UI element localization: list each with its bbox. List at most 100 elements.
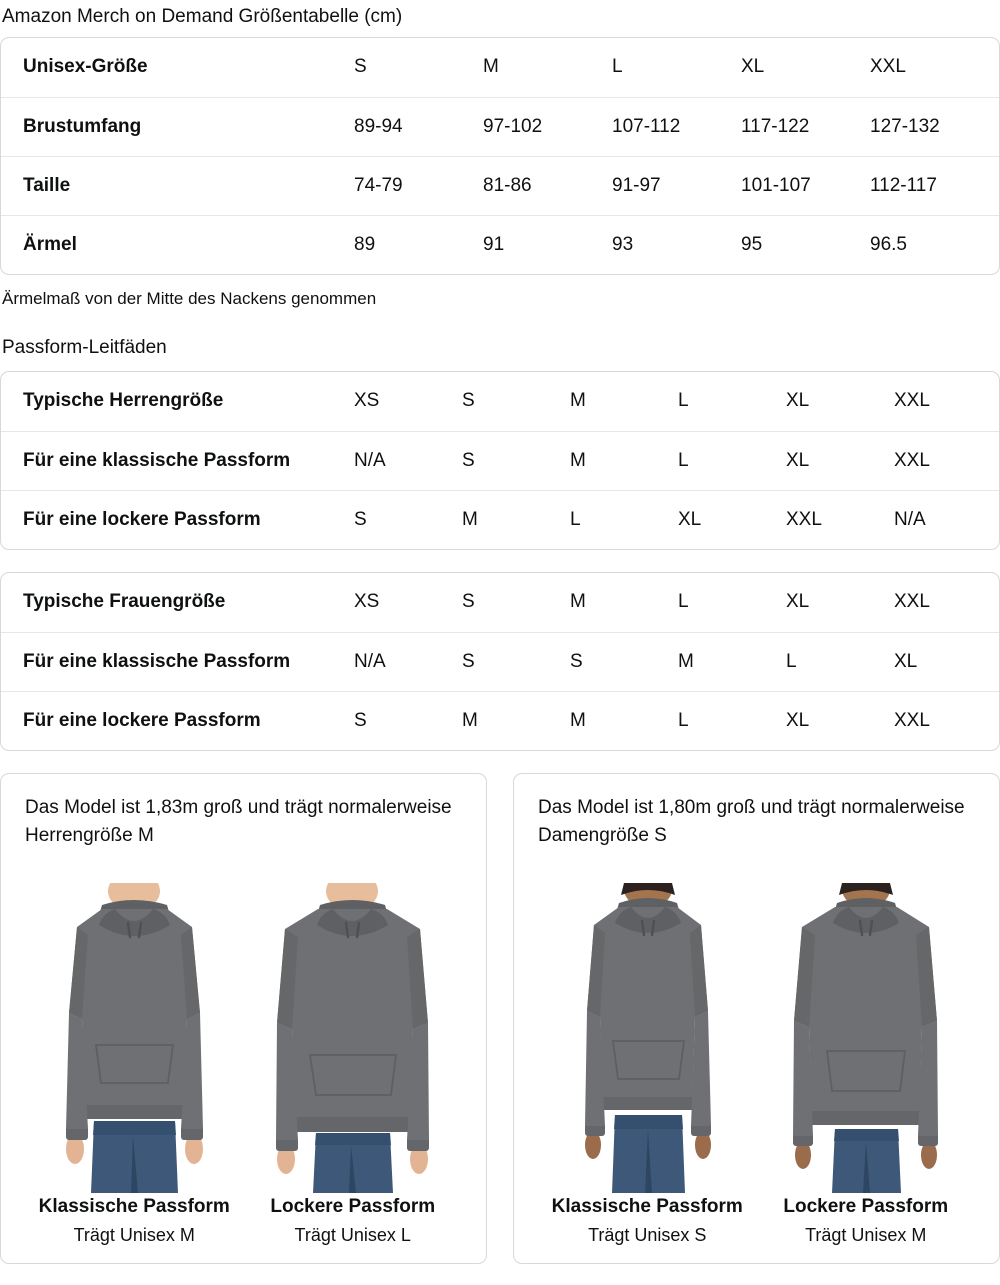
mens-fit-row-1-label: Für eine lockere Passform — [1, 489, 353, 549]
mens-fit-row-0-value-1: S — [461, 430, 569, 490]
mens-fit-row-1-value-4: XXL — [785, 489, 893, 549]
womens-fit-header-size-1: S — [462, 591, 475, 613]
womens-model-figures — [538, 850, 975, 1193]
fit-guides-heading: Passform-Leitfäden — [2, 337, 167, 358]
female-classic-fit-name: Klassische Passform — [551, 1196, 743, 1217]
womens-fit-row-1-value-3: L — [677, 690, 785, 750]
female-classic-fit-label: Klassische Passform Trägt Unisex S — [538, 1193, 757, 1249]
womens-fit-row-0-value-4: L — [785, 631, 893, 691]
measurements-row-0-value-0: 89-94 — [353, 96, 482, 156]
measurements-row-0-label: Brustumfang — [1, 96, 353, 156]
measurements-table: Unisex-Größe S M L XL XXL Brustumfang 89… — [1, 38, 999, 274]
table-row: Ärmel 89 91 93 95 96.5 — [1, 214, 999, 274]
female-relaxed-fit-label: Lockere Passform Trägt Unisex M — [757, 1193, 976, 1249]
mens-fit-header-label: Typische Herrengröße — [23, 390, 224, 412]
sleeve-measurement-note: Ärmelmaß von der Mitte des Nackens genom… — [2, 289, 377, 308]
measurements-header-label: Unisex-Größe — [23, 56, 148, 78]
page-title: Amazon Merch on Demand Größentabelle (cm… — [2, 6, 403, 27]
mens-fit-labels: Klassische Passform Trägt Unisex M Locke… — [25, 1193, 462, 1249]
womens-fit-row-1-value-2: M — [569, 690, 677, 750]
mens-fit-header-size-4: XL — [786, 390, 810, 412]
womens-fit-labels: Klassische Passform Trägt Unisex S Locke… — [538, 1193, 975, 1249]
womens-fit-header-label: Typische Frauengröße — [23, 591, 226, 613]
measurements-row-2-value-4: 96.5 — [869, 214, 999, 274]
measurements-row-1-value-3: 101-107 — [740, 155, 869, 215]
womens-fit-guide-card: Typische Frauengröße XS S M L XL XXL Für… — [0, 572, 1000, 751]
model-cards-row: Das Model ist 1,83m groß und trägt norma… — [0, 773, 1000, 1264]
womens-fit-row-1-label: Für eine lockere Passform — [1, 690, 353, 750]
womens-fit-header-size-5: XXL — [894, 591, 930, 613]
mens-fit-row-1-value-5: N/A — [893, 489, 999, 549]
table-row: Für eine lockere Passform S M M L XL XXL — [1, 690, 999, 750]
mens-fit-header-size-0: XS — [354, 390, 380, 412]
womens-fit-row-1-value-5: XXL — [893, 690, 999, 750]
table-row: Für eine lockere Passform S M L XL XXL N… — [1, 489, 999, 549]
womens-fit-row-0-value-2: S — [569, 631, 677, 691]
table-row: Für eine klassische Passform N/A S M L X… — [1, 430, 999, 490]
womens-fit-header-size-2: M — [570, 591, 586, 613]
mens-fit-header-size-5: XXL — [894, 390, 930, 412]
mens-fit-row-0-label: Für eine klassische Passform — [1, 430, 353, 490]
mens-fit-row-0-value-3: L — [677, 430, 785, 490]
mens-fit-guide-card: Typische Herrengröße XS S M L XL XXL Für… — [0, 371, 1000, 550]
measurements-row-1-value-0: 74-79 — [353, 155, 482, 215]
mens-fit-row-1-value-1: M — [461, 489, 569, 549]
womens-fit-header-size-3: L — [678, 591, 689, 613]
mens-fit-header-size-2: M — [570, 390, 586, 412]
mens-fit-row-1-value-2: L — [569, 489, 677, 549]
mens-fit-row-0-value-4: XL — [785, 430, 893, 490]
mens-model-caption: Das Model ist 1,83m groß und trägt norma… — [25, 797, 452, 846]
measurements-row-0-value-1: 97-102 — [482, 96, 611, 156]
male-classic-fit-label: Klassische Passform Trägt Unisex M — [25, 1193, 244, 1249]
mens-fit-row-0-value-0: N/A — [353, 430, 461, 490]
mens-fit-guide-table: Typische Herrengröße XS S M L XL XXL Für… — [1, 372, 999, 549]
womens-model-card: Das Model ist 1,80m groß und trägt norma… — [513, 773, 1000, 1264]
male-classic-fit-photo — [32, 883, 237, 1193]
table-header-row: Typische Herrengröße XS S M L XL XXL — [1, 372, 999, 431]
measurements-row-0-value-3: 117-122 — [740, 96, 869, 156]
womens-fit-row-1-value-0: S — [353, 690, 461, 750]
table-row: Für eine klassische Passform N/A S S M L… — [1, 631, 999, 691]
womens-fit-row-0-value-3: M — [677, 631, 785, 691]
mens-fit-row-1-value-3: XL — [677, 489, 785, 549]
mens-fit-header-size-3: L — [678, 390, 689, 412]
female-classic-fit-photo — [545, 883, 750, 1193]
male-relaxed-fit-size: Trägt Unisex L — [294, 1225, 411, 1245]
mens-model-figures — [25, 850, 462, 1193]
measurements-row-2-value-3: 95 — [740, 214, 869, 274]
table-spacer — [0, 550, 1000, 572]
measurements-header-size-0: S — [354, 56, 367, 78]
table-header-row: Typische Frauengröße XS S M L XL XXL — [1, 573, 999, 632]
mens-fit-row-1-value-0: S — [353, 489, 461, 549]
mens-fit-row-0-value-5: XXL — [893, 430, 999, 490]
measurements-header-size-3: XL — [741, 56, 765, 78]
measurements-header-size-1: M — [483, 56, 499, 78]
measurements-row-2-label: Ärmel — [1, 214, 353, 274]
womens-fit-guide-table: Typische Frauengröße XS S M L XL XXL Für… — [1, 573, 999, 750]
measurements-row-2-value-0: 89 — [353, 214, 482, 274]
measurements-row-1-label: Taille — [1, 155, 353, 215]
measurements-header-size-4: XXL — [870, 56, 906, 78]
measurements-row-0-value-4: 127-132 — [869, 96, 999, 156]
measurements-header-size-2: L — [612, 56, 623, 78]
womens-fit-row-0-value-0: N/A — [353, 631, 461, 691]
measurements-row-2-value-1: 91 — [482, 214, 611, 274]
measurements-row-1-value-1: 81-86 — [482, 155, 611, 215]
mens-model-card: Das Model ist 1,83m groß und trägt norma… — [0, 773, 487, 1264]
male-classic-fit-size: Trägt Unisex M — [73, 1225, 195, 1245]
womens-fit-header-size-0: XS — [354, 591, 380, 613]
mens-fit-row-0-value-2: M — [569, 430, 677, 490]
female-relaxed-fit-photo — [763, 883, 968, 1193]
womens-fit-row-0-value-1: S — [461, 631, 569, 691]
measurements-row-1-value-2: 91-97 — [611, 155, 740, 215]
female-classic-fit-size: Trägt Unisex S — [588, 1225, 707, 1245]
measurements-table-card: Unisex-Größe S M L XL XXL Brustumfang 89… — [0, 37, 1000, 275]
mens-fit-header-size-1: S — [462, 390, 475, 412]
womens-fit-row-1-value-1: M — [461, 690, 569, 750]
womens-model-caption: Das Model ist 1,80m groß und trägt norma… — [538, 797, 965, 846]
womens-fit-header-size-4: XL — [786, 591, 810, 613]
table-header-row: Unisex-Größe S M L XL XXL — [1, 38, 999, 97]
womens-fit-row-0-value-5: XL — [893, 631, 999, 691]
male-relaxed-fit-label: Lockere Passform Trägt Unisex L — [244, 1193, 463, 1249]
